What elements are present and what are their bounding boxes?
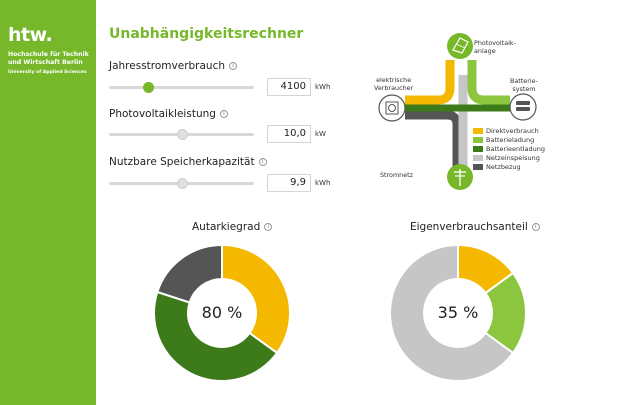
appliance-icon <box>385 101 399 115</box>
info-icon[interactable]: i <box>258 158 267 166</box>
institution-name-line-1: Hochschule für Technik <box>8 51 89 58</box>
legend-swatch <box>473 127 483 134</box>
donut-slice-direktverbrauch <box>221 243 291 355</box>
battery-label-line-2: system <box>512 84 536 93</box>
storage-control: Nutzbare Speicherkapazität i 9,9 kWh <box>109 156 330 192</box>
sidebar: htw. Hochschule für Technik und Wirtscha… <box>0 0 96 405</box>
pv-label: Photovoltaikleistung <box>109 108 216 120</box>
consumption-control: Jahresstromverbrauch i 4100 kWh <box>109 60 330 96</box>
consumption-slider[interactable] <box>109 82 254 93</box>
info-icon[interactable]: i <box>219 110 228 118</box>
pv-input[interactable]: 10,0 <box>267 125 311 143</box>
donut-slice-netzbezug <box>156 243 223 304</box>
legend-item: Direktverbrauch <box>473 126 545 135</box>
storage-slider-thumb[interactable] <box>176 178 188 189</box>
battery-label: Batterie- system <box>510 77 538 93</box>
flow-legend: Direktverbrauch Batterieladung Batteriee… <box>473 126 545 171</box>
legend-swatch <box>473 136 483 143</box>
self-consumption-title-row: Eigenverbrauchsanteil i <box>410 221 540 233</box>
legend-item: Batterieladung <box>473 135 545 144</box>
page-title: Unabhängigkeitsrechner <box>109 26 304 42</box>
legend-label: Netzeinspeisung <box>486 153 540 162</box>
consumption-input[interactable]: 4100 <box>267 78 311 96</box>
storage-label: Nutzbare Speicherkapazität <box>109 156 255 168</box>
energy-flow-diagram: Photovoltaik- anlage elektrische Verbrau… <box>360 30 560 195</box>
donut-slice-netzeinspeisung <box>389 243 515 382</box>
legend-item: Netzbezug <box>473 162 545 171</box>
storage-label-row: Nutzbare Speicherkapazität i <box>109 156 329 168</box>
flow-battery-charge <box>467 60 510 105</box>
legend-label: Netzbezug <box>486 162 521 171</box>
storage-slider[interactable] <box>109 178 254 189</box>
institution-name-line-2: und Wirtschaft Berlin <box>8 58 83 66</box>
pv-label-row: Photovoltaikleistung i <box>109 108 329 120</box>
battery-icon <box>516 101 530 111</box>
self-consumption-donut <box>389 243 527 382</box>
consumer-label: elektrische Verbraucher <box>374 76 414 92</box>
solar-panel-icon <box>452 37 469 54</box>
pv-slider-thumb[interactable] <box>176 129 188 140</box>
legend-swatch <box>473 163 483 170</box>
autarky-value: 80 % <box>201 303 243 322</box>
info-icon[interactable]: i <box>531 223 540 231</box>
consumption-slider-thumb[interactable] <box>143 82 155 93</box>
consumer-label-line-2: Verbraucher <box>374 83 414 92</box>
battery-label-line-1: Batterie- <box>510 77 538 85</box>
consumption-label: Jahresstromverbrauch <box>109 60 226 72</box>
logo-mark: htw. <box>8 24 53 46</box>
flow-grid-import <box>405 110 462 170</box>
consumption-unit: kWh <box>315 83 331 91</box>
legend-label: Direktverbrauch <box>486 126 539 135</box>
consumer-node <box>378 94 406 122</box>
storage-unit: kWh <box>315 179 331 187</box>
flow-direct-consumption <box>405 60 455 105</box>
grid-label: Stromnetz <box>380 171 414 179</box>
storage-input[interactable]: 9,9 <box>267 174 311 192</box>
legend-label: Batterieladung <box>486 135 535 144</box>
legend-swatch <box>473 145 483 152</box>
consumption-label-row: Jahresstromverbrauch i <box>109 60 329 72</box>
pv-unit: kW <box>315 130 326 138</box>
legend-item: Netzeinspeisung <box>473 153 545 162</box>
autarky-title-row: Autarkiegrad i <box>192 221 273 233</box>
htw-logo[interactable]: htw. Hochschule für Technik und Wirtscha… <box>8 26 89 77</box>
donut-slice-batterieentladung <box>153 290 279 382</box>
autarky-title: Autarkiegrad <box>192 221 261 233</box>
self-consumption-value: 35 % <box>437 303 479 322</box>
pv-slider[interactable] <box>109 129 254 140</box>
autarky-donut <box>153 243 291 382</box>
institution-subtitle: University of Applied Sciences <box>8 70 87 76</box>
pv-label-line-1: Photovoltaik- <box>474 39 516 47</box>
legend-swatch <box>473 154 483 161</box>
pv-label: Photovoltaik- anlage <box>474 39 516 55</box>
self-consumption-title: Eigenverbrauchsanteil <box>410 221 528 233</box>
legend-item: Batterieentladung <box>473 144 545 153</box>
pv-label-line-2: anlage <box>474 46 496 55</box>
legend-label: Batterieentladung <box>486 144 545 153</box>
energy-flow-graphic <box>378 33 537 190</box>
info-icon[interactable]: i <box>229 62 238 70</box>
pv-control: Photovoltaikleistung i 10,0 kW <box>109 108 329 143</box>
power-pole-icon <box>454 169 466 186</box>
info-icon[interactable]: i <box>264 223 273 231</box>
consumer-label-line-1: elektrische <box>376 76 412 84</box>
